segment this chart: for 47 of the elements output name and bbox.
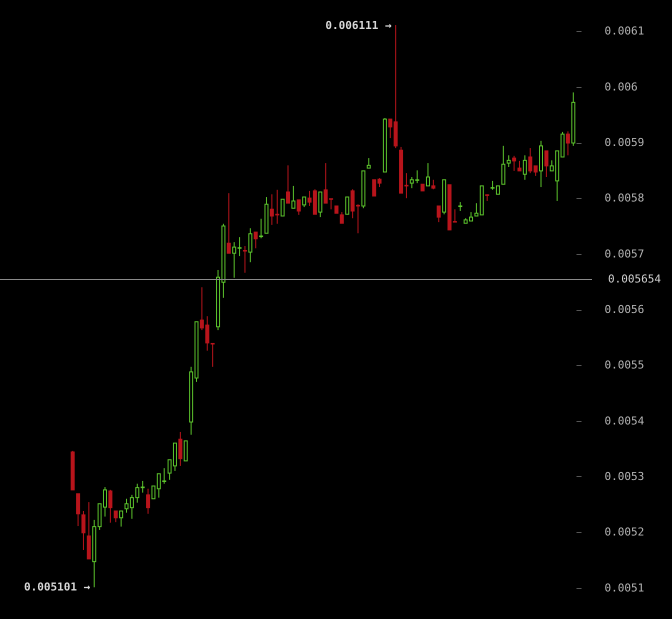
candlestick (178, 431, 182, 466)
candlestick (76, 493, 80, 527)
candlestick (108, 489, 112, 524)
ref-line-label: 0.005654 (608, 272, 662, 286)
y-tick-label: 0.0053 (604, 470, 644, 483)
y-tick-label: 0.0054 (604, 414, 645, 428)
candlestick (296, 199, 301, 216)
candlestick (522, 154, 527, 180)
y-tick-label: 0.0052 (604, 526, 644, 539)
y-tick-label: 0.0057 (604, 247, 644, 260)
y-tick-label: 0.006 (604, 80, 638, 94)
annotation: 0.005101 → (24, 580, 91, 594)
candlestick (345, 196, 350, 215)
candlestick (302, 196, 306, 208)
candlestick (566, 130, 570, 156)
candlestick (426, 162, 430, 186)
candlestick (242, 246, 247, 274)
candlestick (501, 145, 506, 185)
candlestick (517, 160, 522, 172)
y-tick-label: 0.0055 (604, 358, 644, 372)
candlestick (318, 192, 322, 218)
candlestick (280, 198, 285, 216)
y-tick-label: 0.0061 (604, 24, 644, 38)
candlestick (248, 228, 252, 263)
candlestick (119, 510, 124, 528)
candlestick (81, 510, 86, 550)
candlestick (340, 212, 344, 224)
candlestick (291, 185, 296, 209)
candlestick (86, 502, 91, 560)
candlestick (512, 155, 516, 172)
candlestick (366, 158, 371, 169)
y-tick-label: 0.0059 (604, 136, 644, 150)
candlestick (114, 510, 118, 523)
annotation: 0.006111 → (325, 19, 392, 32)
candlestick (431, 179, 436, 190)
candlestick (254, 232, 258, 249)
candlestick (226, 192, 231, 254)
candlestick (506, 154, 511, 168)
y-tick-label: 0.0058 (604, 192, 644, 205)
y-tick-label: 0.0051 (604, 581, 644, 594)
candlestick (184, 440, 188, 462)
candlestick (544, 150, 548, 178)
candlestick (286, 164, 290, 204)
candlestick (146, 488, 150, 514)
candlestick (259, 218, 264, 239)
y-tick-label: 0.0056 (604, 303, 644, 316)
candlestick (436, 205, 441, 223)
